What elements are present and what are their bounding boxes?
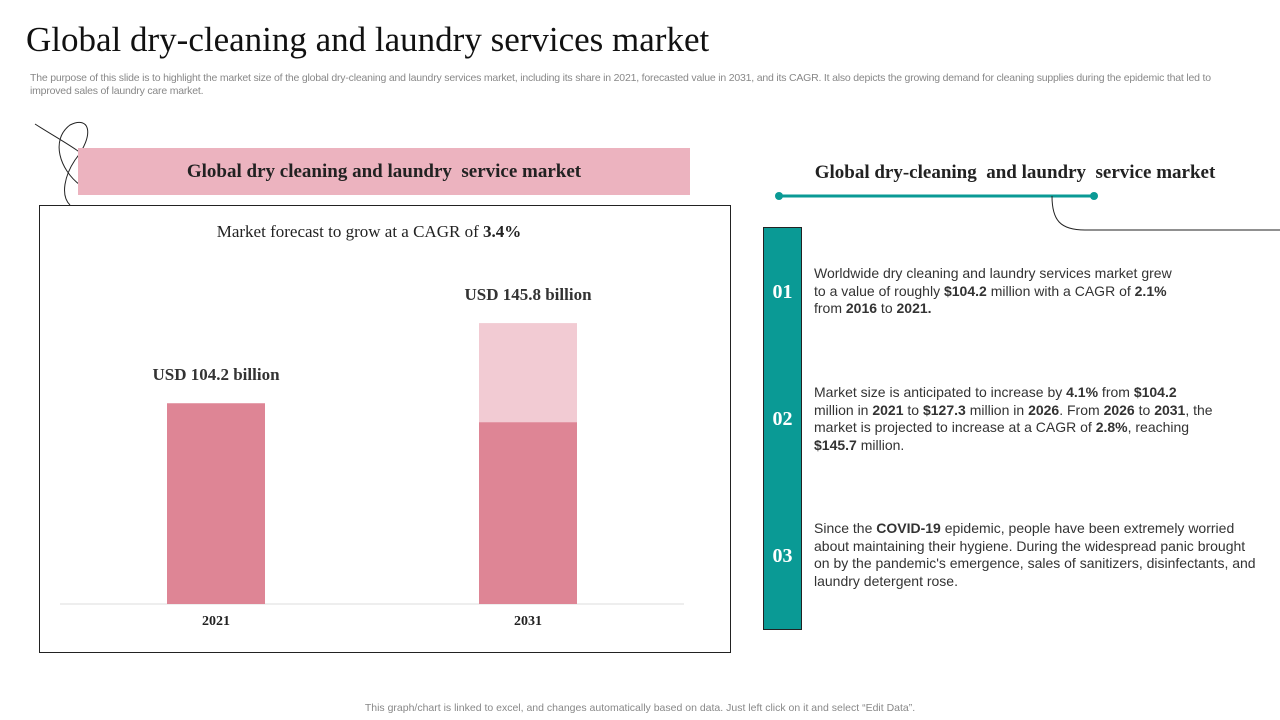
- points-heading: Global dry-cleaning and laundry service …: [814, 162, 1216, 183]
- bar-segment: [167, 403, 265, 604]
- point-text: Market size is anticipated to increase b…: [814, 384, 1214, 454]
- caption-run: 3.4%: [483, 222, 521, 241]
- point-number: 02: [772, 408, 793, 430]
- total-label: USD 145.8 billion: [464, 285, 592, 304]
- curve-line: [1051, 195, 1280, 231]
- text-run: , reaching: [1127, 419, 1190, 435]
- text-run: 2016: [845, 300, 878, 316]
- text-run: $104.2: [943, 282, 987, 299]
- point-text: Worldwide dry cleaning and laundry servi…: [814, 265, 1174, 318]
- bar-segment: [479, 323, 577, 423]
- caption-run: Market forecast to grow at a CAGR of: [217, 222, 483, 241]
- point-number: 03: [772, 545, 793, 567]
- number-strip: [763, 227, 802, 630]
- text-run: million in: [814, 401, 873, 418]
- x-tick-label: 2031: [514, 614, 542, 629]
- text-run: $127.3: [922, 401, 966, 418]
- footer-note: This graph/chart is linked to excel, and…: [364, 702, 916, 714]
- chart: Market forecast to grow at a CAGR of 3.4…: [39, 205, 731, 653]
- text-run: $145.7: [814, 436, 857, 453]
- text-run: 2.8%: [1095, 419, 1128, 435]
- text-run: Worldwide dry cleaning and laundry servi…: [814, 265, 1172, 299]
- slide-title: Global dry-cleaning and laundry services…: [26, 20, 710, 59]
- point-text: Since the COVID-19 epidemic, people have…: [814, 520, 1259, 590]
- chart-caption: Market forecast to grow at a CAGR of 3.4…: [217, 222, 522, 241]
- total-label: USD 104.2 billion: [152, 365, 280, 384]
- text-run: 2021.: [896, 300, 932, 316]
- text-run: to: [903, 401, 923, 418]
- text-run: to: [877, 300, 897, 316]
- text-run: 2026: [1028, 401, 1060, 418]
- text-run: , the market is projected to increase at…: [814, 401, 1213, 436]
- text-run: million.: [856, 436, 905, 453]
- text-run: million in: [965, 401, 1029, 418]
- text-run: COVID-19: [876, 520, 941, 536]
- x-tick-label: 2021: [202, 614, 230, 629]
- bar-segment: [479, 422, 577, 604]
- text-run: . From: [1059, 401, 1104, 418]
- text-run: from: [1098, 384, 1134, 400]
- chart-frame: [39, 205, 731, 653]
- text-run: 2021: [872, 401, 904, 418]
- rule-dot: [775, 192, 783, 200]
- text-run: 4.1%: [1066, 384, 1099, 400]
- text-run: 2026: [1103, 401, 1135, 418]
- rule-dot: [1090, 192, 1098, 200]
- chart-heading: Global dry cleaning and laundry service …: [78, 148, 690, 195]
- text-run: 2031: [1154, 401, 1186, 418]
- slide-description: The purpose of this slide is to highligh…: [30, 72, 1211, 97]
- text-run: to: [1134, 401, 1155, 418]
- text-run: $104.2: [1133, 384, 1177, 400]
- text-run: Since the: [814, 520, 877, 536]
- text-run: million with a CAGR of: [986, 282, 1135, 299]
- text-run: epidemic, people have been extremely wor…: [814, 520, 1256, 589]
- text-run: from: [814, 300, 846, 316]
- text-run: Market size is anticipated to increase b…: [814, 384, 1067, 400]
- text-run: 2.1%: [1134, 282, 1167, 299]
- point-number: 01: [772, 281, 793, 303]
